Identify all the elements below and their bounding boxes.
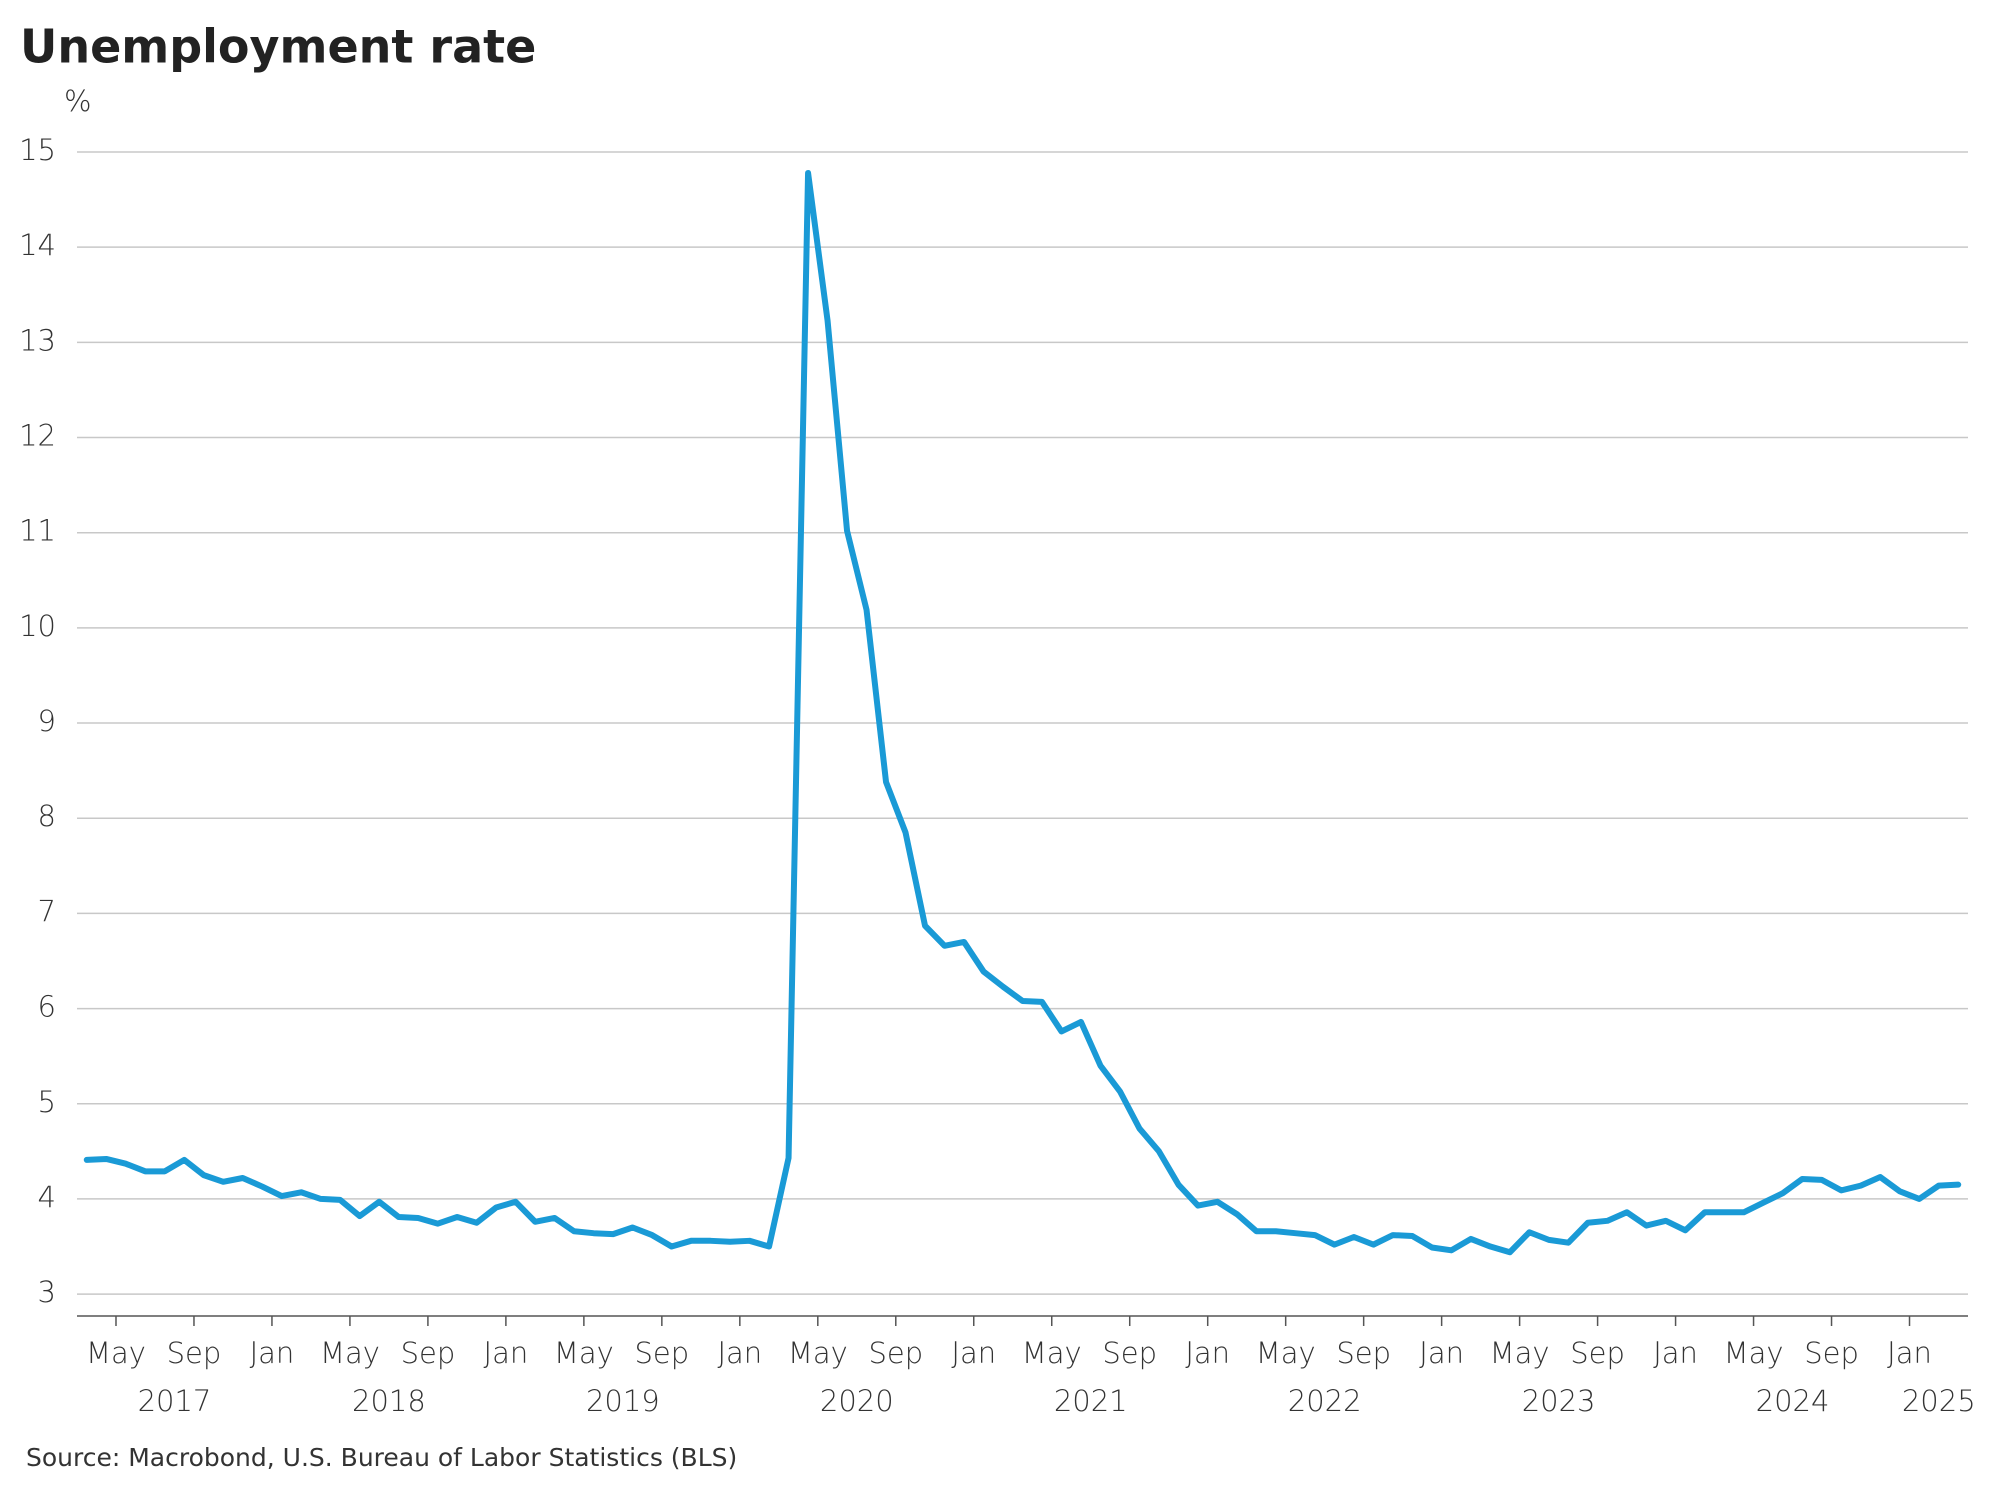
x-tick-label: Sep — [635, 1336, 690, 1370]
x-tick-label: May — [788, 1336, 848, 1370]
y-tick-label: 6 — [38, 990, 56, 1024]
y-tick-label: 14 — [19, 228, 56, 262]
x-tick-label: Jan — [250, 1336, 295, 1370]
x-tick-label: Jan — [1185, 1336, 1230, 1370]
y-tick-label: 3 — [38, 1275, 56, 1309]
data-line — [83, 169, 1962, 1256]
year-label: 2020 — [820, 1384, 894, 1418]
y-tick-label: 13 — [19, 323, 56, 357]
y-tick-label: 9 — [38, 704, 56, 738]
y-tick-label: 12 — [19, 419, 56, 453]
x-tick-label: Sep — [868, 1336, 923, 1370]
x-tick-label: Jan — [1887, 1336, 1932, 1370]
year-label: 2022 — [1288, 1384, 1362, 1418]
x-tick-label: Jan — [484, 1336, 529, 1370]
x-tick-label: Sep — [1804, 1336, 1859, 1370]
x-tick-label: Sep — [167, 1336, 222, 1370]
year-label: 2021 — [1054, 1384, 1128, 1418]
x-tick-label: Jan — [1419, 1336, 1464, 1370]
y-axis-unit: % — [64, 84, 92, 118]
year-label: 2019 — [586, 1384, 660, 1418]
year-label: 2023 — [1522, 1384, 1596, 1418]
year-label: 2017 — [138, 1384, 212, 1418]
x-tick-label: May — [1490, 1336, 1550, 1370]
y-tick-label: 5 — [38, 1085, 56, 1119]
chart-title: Unemployment rate — [20, 20, 536, 74]
y-tick-label: 7 — [38, 894, 56, 928]
x-tick-label: Jan — [717, 1336, 762, 1370]
x-tick-label: Sep — [1570, 1336, 1625, 1370]
x-tick-label: May — [86, 1336, 146, 1370]
x-tick-label: Jan — [1653, 1336, 1698, 1370]
year-label: 2024 — [1756, 1384, 1830, 1418]
x-tick-label: May — [1022, 1336, 1082, 1370]
x-tick-label: May — [1256, 1336, 1316, 1370]
year-label: 2018 — [352, 1384, 426, 1418]
y-tick-label: 10 — [19, 609, 56, 643]
x-tick-label: Sep — [1336, 1336, 1391, 1370]
x-tick-label: Jan — [951, 1336, 996, 1370]
y-tick-label: 15 — [19, 133, 56, 167]
y-tick-label: 8 — [38, 799, 56, 833]
source-note: Source: Macrobond, U.S. Bureau of Labor … — [26, 1443, 737, 1472]
x-tick-label: May — [554, 1336, 614, 1370]
x-tick-label: Sep — [401, 1336, 456, 1370]
x-tick-label: May — [1724, 1336, 1784, 1370]
y-tick-label: 4 — [38, 1180, 56, 1214]
year-label: 2025 — [1902, 1384, 1976, 1418]
y-tick-label: 11 — [19, 514, 56, 548]
x-tick-label: Sep — [1102, 1336, 1157, 1370]
x-tick-label: May — [320, 1336, 380, 1370]
